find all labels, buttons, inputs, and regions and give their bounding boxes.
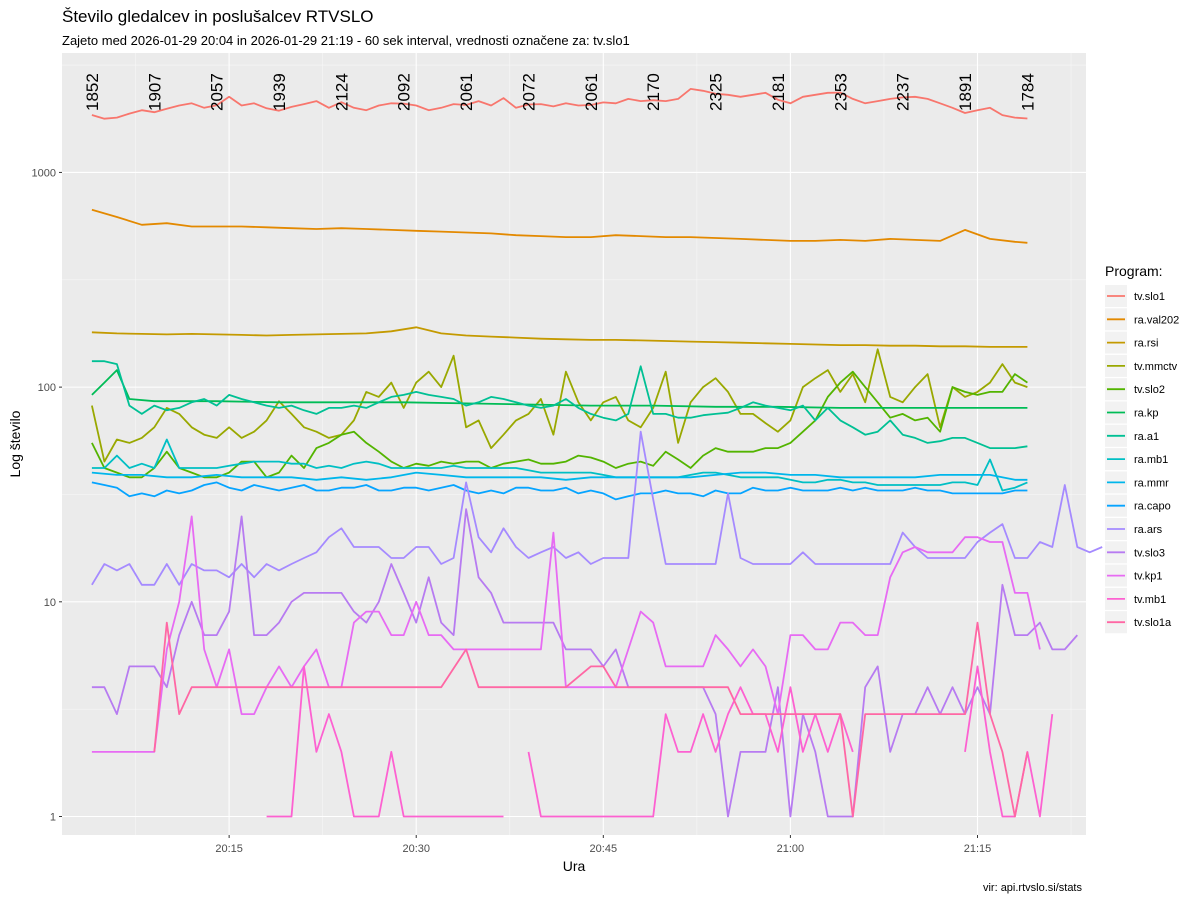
caption: vir: api.rtvslo.si/stats bbox=[983, 882, 1083, 894]
legend-label: ra.rsi bbox=[1134, 338, 1158, 350]
chart-subtitle: Zajeto med 2026-01-29 20:04 in 2026-01-2… bbox=[62, 33, 630, 48]
grid-minor bbox=[62, 53, 1086, 835]
series-line-ra-mmr bbox=[91, 471, 1028, 481]
y-tick-label: 1000 bbox=[32, 167, 56, 179]
value-annotation: 2124 bbox=[332, 73, 351, 111]
value-annotation: 1939 bbox=[270, 73, 289, 111]
value-annotation: 2061 bbox=[582, 73, 601, 111]
x-axis-ticks: 20:15 20:30 20:45 21:00 21:15 bbox=[215, 835, 991, 855]
series-line-ra-ars bbox=[91, 430, 1103, 586]
legend-label: ra.val202 bbox=[1134, 314, 1179, 326]
chart-title: Število gledalcev in poslušalcev RTVSLO bbox=[62, 7, 374, 26]
y-tick-label: 10 bbox=[44, 597, 56, 609]
legend-label: tv.slo1 bbox=[1134, 291, 1165, 303]
series-line-tv-mb1 bbox=[266, 665, 1054, 818]
x-tick-label: 20:45 bbox=[590, 843, 618, 855]
series-line-ra-val202 bbox=[91, 208, 1028, 244]
legend-label: ra.a1 bbox=[1134, 431, 1159, 443]
value-annotation: 1852 bbox=[83, 73, 102, 111]
series-line-ra-capo bbox=[91, 481, 1028, 501]
legend-label: tv.kp1 bbox=[1134, 571, 1163, 583]
value-annotation: 2353 bbox=[831, 73, 850, 111]
x-tick-label: 20:15 bbox=[215, 843, 243, 855]
value-annotation: 1784 bbox=[1018, 73, 1037, 111]
series-line-tv-slo2 bbox=[91, 370, 1028, 479]
legend-label: tv.slo2 bbox=[1134, 384, 1165, 396]
series-layer bbox=[91, 88, 1103, 818]
legend-label: tv.slo1a bbox=[1134, 617, 1172, 629]
x-tick-label: 21:15 bbox=[964, 843, 992, 855]
x-axis-title: Ura bbox=[563, 858, 586, 874]
value-annotation: 2325 bbox=[707, 73, 726, 111]
x-tick-label: 20:30 bbox=[402, 843, 430, 855]
value-annotation: 1907 bbox=[145, 73, 164, 111]
legend-title: Program: bbox=[1105, 263, 1163, 279]
y-tick-label: 1 bbox=[50, 811, 56, 823]
series-line-ra-rsi bbox=[91, 326, 1028, 348]
series-line-ra-mb1 bbox=[91, 438, 1028, 492]
plot-panel bbox=[62, 53, 1086, 835]
value-annotation: 2181 bbox=[769, 73, 788, 111]
value-annotation: 2170 bbox=[644, 73, 663, 111]
value-annotation: 2092 bbox=[395, 73, 414, 111]
value-annotation: 1891 bbox=[956, 73, 975, 111]
legend-label: ra.mb1 bbox=[1134, 454, 1168, 466]
y-axis-title: Log število bbox=[7, 410, 23, 477]
y-axis-ticks: 1 10 100 1000 bbox=[32, 167, 62, 823]
x-tick-label: 21:00 bbox=[777, 843, 805, 855]
value-annotation: 2061 bbox=[457, 73, 476, 111]
value-annotation: 2057 bbox=[208, 73, 227, 111]
y-tick-label: 100 bbox=[38, 382, 56, 394]
legend-label: ra.capo bbox=[1134, 501, 1171, 513]
legend-label: tv.slo3 bbox=[1134, 547, 1165, 559]
series-line-ra-kp bbox=[91, 369, 1028, 409]
legend-label: ra.mmr bbox=[1134, 477, 1169, 489]
value-annotation: 2072 bbox=[520, 73, 539, 111]
series-line-tv-slo1a bbox=[153, 621, 1029, 818]
legend-label: tv.mb1 bbox=[1134, 594, 1166, 606]
series-line-ra-a1 bbox=[91, 360, 1028, 449]
annotation-layer: 1852 1907 2057 1939 2124 2092 2061 2072 2061 2170… bbox=[83, 73, 1038, 111]
legend-label: tv.mmctv bbox=[1134, 361, 1178, 373]
legend-label: ra.kp bbox=[1134, 408, 1158, 420]
legend: Program: tv.slo1 ra.val202 ra.rsi tv.mmctv t… bbox=[1105, 263, 1179, 634]
legend-label: ra.ars bbox=[1134, 524, 1163, 536]
series-line-tv-slo1 bbox=[91, 88, 1028, 120]
value-annotation: 2237 bbox=[894, 73, 913, 111]
